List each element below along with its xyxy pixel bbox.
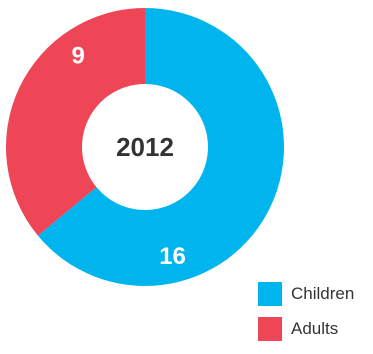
slices-group: [5, 8, 285, 287]
slice-value-label-adults: 9: [71, 42, 84, 69]
legend-label-adults: Adults: [291, 319, 339, 338]
center-label: 2012: [116, 132, 174, 162]
slice-labels-group: 16 9: [71, 42, 185, 270]
legend: Children Adults: [258, 282, 354, 352]
slice-adults: [5, 8, 145, 236]
legend-item-adults: Adults: [258, 317, 354, 341]
legend-label-children: Children: [291, 284, 355, 303]
legend-swatch-adults: [258, 317, 282, 341]
legend-swatch-children: [258, 282, 282, 306]
legend-item-children: Children: [258, 282, 354, 306]
slice-children: [37, 8, 285, 287]
slice-value-label-children: 16: [159, 243, 186, 270]
